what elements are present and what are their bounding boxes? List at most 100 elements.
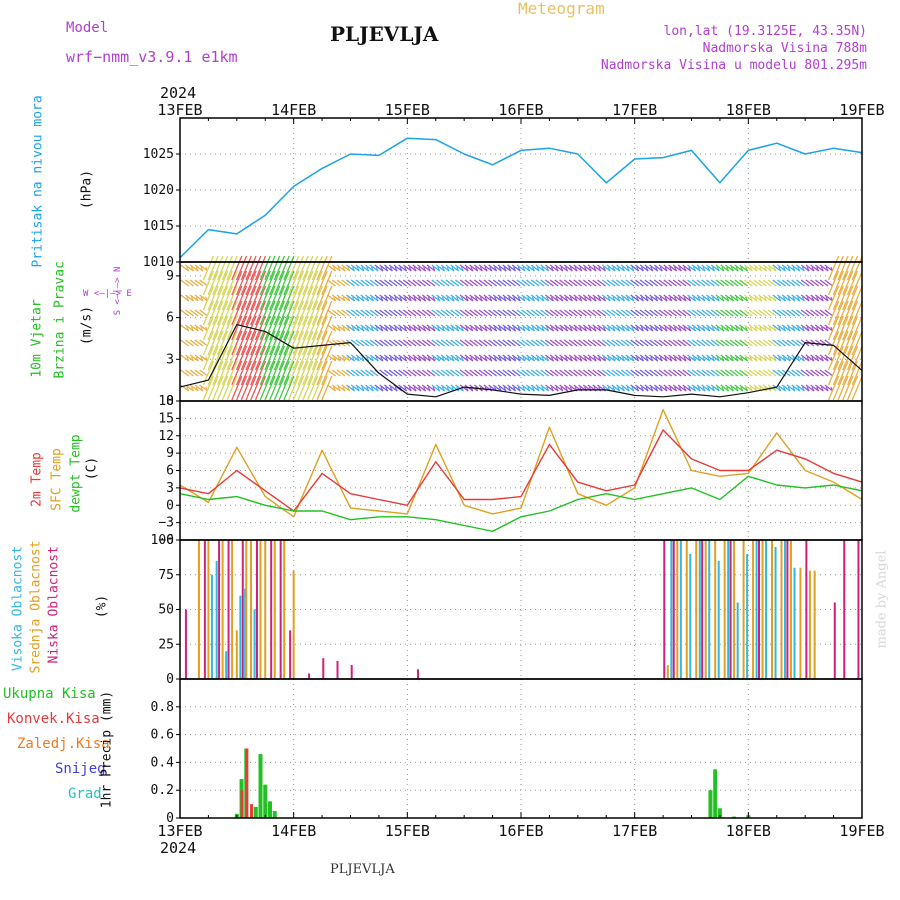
wind-barb [421,384,431,392]
wind-barb [350,264,360,272]
wind-barb [532,356,535,362]
wind-barb [540,309,550,317]
wind-barb [574,266,578,272]
wind-barb [554,264,564,272]
day-label-top: 19FEB [839,101,884,119]
wind-barb [436,294,445,302]
wind-barb [816,386,820,392]
wind-barb [398,354,407,362]
wind-barb [546,296,550,302]
wind-barb [292,330,305,356]
wind-barb [827,330,840,356]
wind-barb [307,330,319,356]
wind-barb [492,384,502,392]
wind-barb [526,309,535,317]
wind-barb [616,264,625,272]
wind-barb [555,266,559,272]
wind-barb [535,324,545,332]
wind-barb [311,330,323,356]
wind-barb [603,326,606,332]
wind-barb [720,369,730,377]
wind-barb [568,264,578,272]
wind-barb [824,354,834,362]
wind-barb [582,339,592,347]
wind-barb [475,356,479,362]
wind-barb [264,360,276,386]
wind-barb [273,375,286,401]
wind-barb [593,266,597,272]
wind-barb [582,279,592,287]
wind-barb [842,375,854,401]
wind-barb [842,255,854,281]
wind-barb [559,354,569,362]
wind-barb [606,264,616,272]
wind-barb [767,339,777,347]
wind-barb [814,294,824,302]
wind-barb [677,279,687,287]
wind-barb [432,266,436,272]
wind-barb [603,266,606,272]
wind-barb [365,309,374,317]
wind-barb [483,339,493,347]
wind-barb [185,294,194,302]
wind-barb [418,326,422,332]
wind-barb [791,339,801,347]
wind-barb [327,354,336,362]
wind-barb [724,279,734,287]
wind-barb [622,296,625,302]
wind-barb [786,309,796,317]
wind-barb [288,315,300,341]
wind-barb [273,255,286,281]
wind-barb [516,324,526,332]
wind-barb [402,309,412,317]
wind-barb [360,294,370,302]
wind-barb [791,309,801,317]
wind-barb [772,384,782,392]
wind-barb [820,356,824,362]
wind-barb [578,309,587,317]
wind-barb [365,264,374,272]
wind-barb [374,309,384,317]
wind-barb [805,294,815,302]
temp-tick-label: 3 [166,481,174,496]
wind-barb [724,264,734,272]
wind-barb [199,309,209,317]
wind-barb [302,285,314,311]
wind-barb [716,266,720,272]
wind-barb [601,294,611,302]
wind-barb [483,309,493,317]
wind-tick-label: 0 [166,394,174,409]
precip-total-bar [717,808,722,818]
wind-barb [437,386,441,392]
wind-barb [191,296,194,302]
wind-barb [297,255,309,281]
wind-barb [327,309,336,317]
wind-barb [331,384,341,392]
wind-barb [321,270,333,296]
wind-barb [407,294,417,302]
wind-barb [355,384,365,392]
wind-barb [535,384,545,392]
wind-barb [729,309,739,317]
wind-barb [321,360,333,386]
wind-barb [687,354,696,362]
wind-barb [540,354,550,362]
wind-barb [498,356,502,362]
wind-barb [710,324,720,332]
wind-barb [806,296,810,302]
wind-barb [668,354,677,362]
wind-barb [446,266,450,272]
wind-barb [816,356,820,362]
wind-barb [832,330,844,356]
wind-barb [597,279,606,287]
wind-barb [748,354,758,362]
wind-barb [565,356,569,362]
wind-barb [674,386,678,392]
wind-barb [459,324,469,332]
wind-barb [729,324,739,332]
wind-barb [489,356,493,362]
wind-barb [545,324,554,332]
wind-barb [402,384,412,392]
wind-barb [511,309,521,317]
wind-barb [743,279,753,287]
